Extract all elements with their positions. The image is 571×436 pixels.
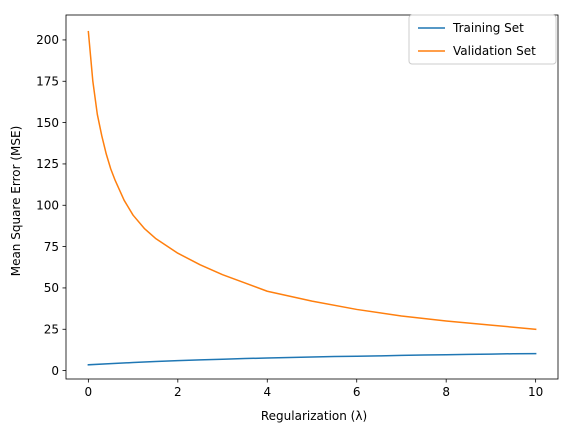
x-axis-label: Regularization (λ) (261, 409, 367, 423)
series-line-training-set (87, 352, 537, 366)
y-tick-label: 75 (44, 240, 59, 254)
y-tick-label: 25 (44, 323, 59, 337)
x-tick-label: 8 (442, 385, 450, 399)
y-tick-label: 175 (36, 75, 59, 89)
x-tick-label: 0 (85, 385, 93, 399)
legend-label-training-set: Training Set (452, 21, 524, 35)
y-tick-label: 0 (51, 364, 59, 378)
legend-box (408, 14, 557, 65)
x-axis: 0 2 4 6 8 10 (85, 379, 543, 399)
x-tick-label: 4 (263, 385, 271, 399)
plot-frame (65, 14, 559, 380)
x-tick-label: 10 (528, 385, 543, 399)
series-line-validation-set (87, 30, 537, 331)
legend-label-validation-set: Validation Set (453, 44, 536, 58)
legend: Training Set Validation Set (408, 14, 557, 65)
y-tick-label: 200 (36, 33, 59, 47)
x-tick-label: 2 (174, 385, 182, 399)
y-axis-label: Mean Square Error (MSE) (9, 126, 23, 277)
y-tick-label: 150 (36, 116, 59, 130)
x-tick-label: 6 (353, 385, 361, 399)
y-tick-label: 100 (36, 199, 59, 213)
plot-lines (87, 30, 537, 366)
y-axis: 0 25 50 75 100 125 150 175 200 (36, 33, 66, 378)
y-tick-label: 50 (44, 281, 59, 295)
y-tick-label: 125 (36, 157, 59, 171)
